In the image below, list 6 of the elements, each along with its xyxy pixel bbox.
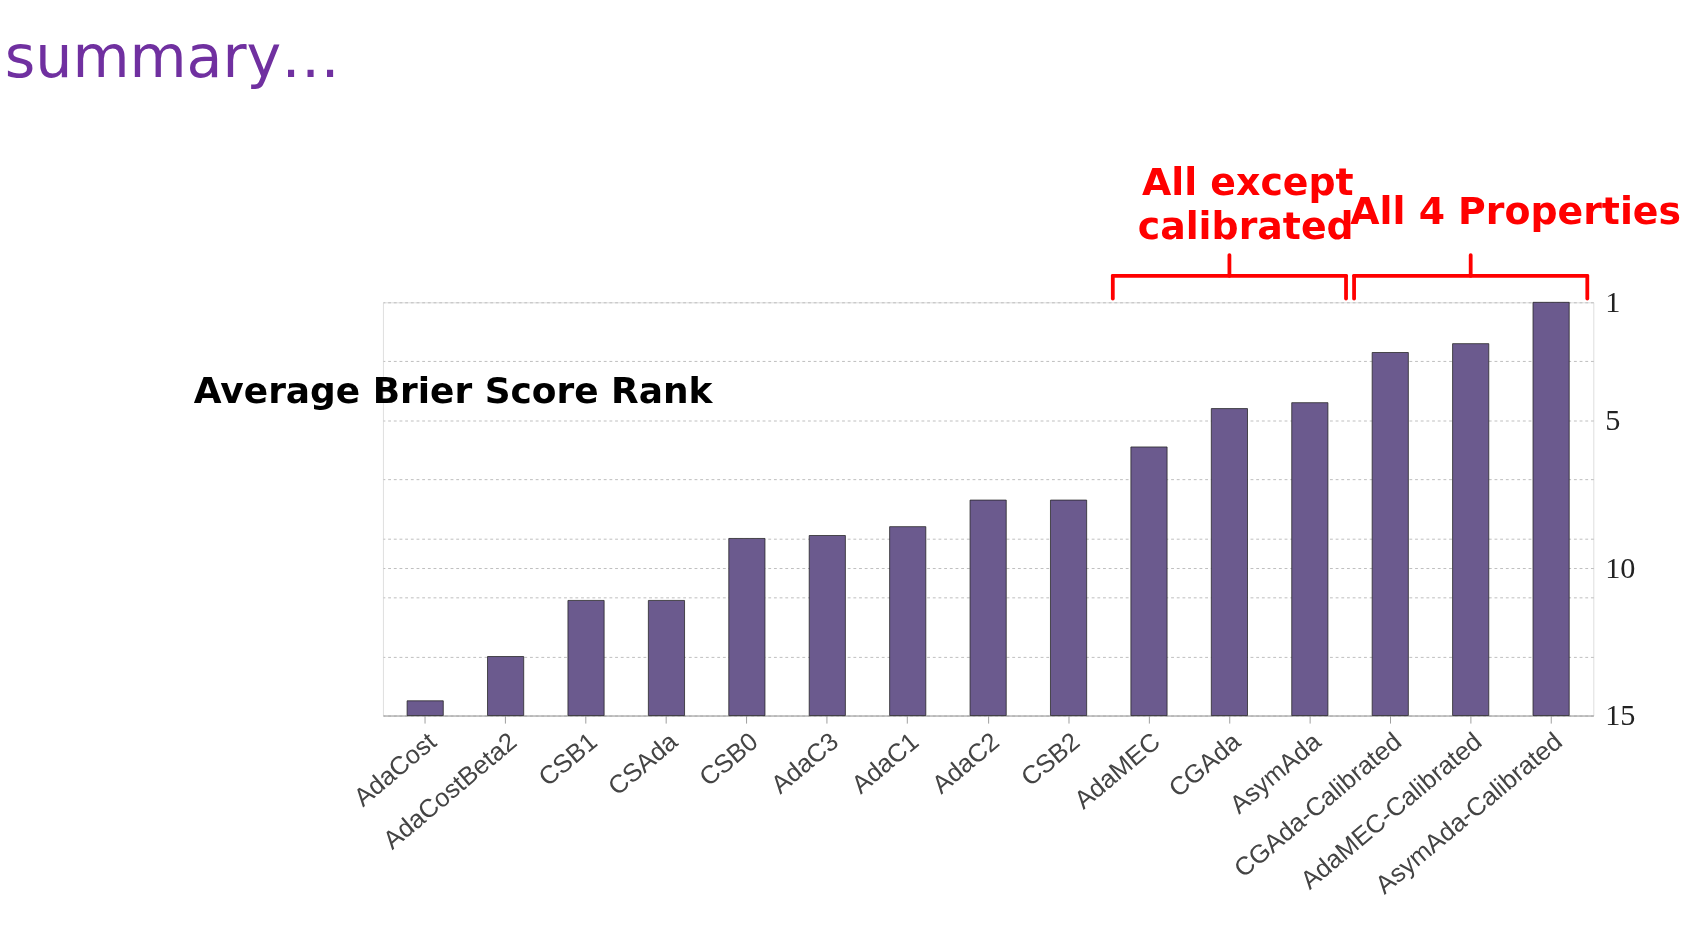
chart-title: summary… [4, 23, 340, 92]
y-tick-label: 5 [1605, 403, 1621, 438]
y-tick-label: 1 [1605, 285, 1621, 320]
y-tick-label: 15 [1605, 698, 1636, 733]
y-tick-label: 10 [1605, 550, 1636, 585]
y-axis-title: Average Brier Score Rank [193, 369, 714, 411]
